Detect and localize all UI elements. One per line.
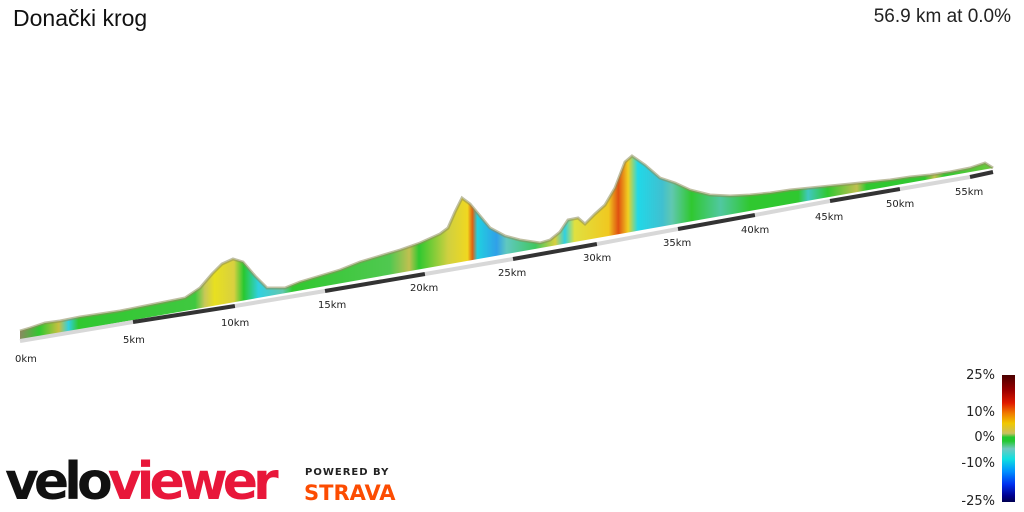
tick-40km: 40km [741, 225, 769, 236]
legend-label-m10: -10% [961, 456, 995, 471]
logo-velo: velo [5, 452, 113, 512]
legend-label-m25: -25% [961, 494, 995, 509]
tick-20km: 20km [410, 283, 438, 294]
tick-55km: 55km [955, 187, 983, 198]
tick-5km: 5km [123, 335, 145, 346]
legend-label-25: 25% [966, 368, 995, 383]
distance-axis [19, 170, 994, 343]
tick-0km: 0km [15, 354, 37, 365]
tick-45km: 45km [815, 212, 843, 223]
route-title: Donački krog [13, 5, 148, 31]
tick-10km: 10km [221, 318, 249, 329]
elevation-rim [19, 154, 994, 333]
distance-tick-labels: 0km 5km 10km 15km 20km 25km 30km 35km 40… [15, 187, 983, 365]
gradient-color-scale [1002, 375, 1015, 502]
elevation-area [20, 156, 993, 340]
legend-label-10: 10% [966, 405, 995, 420]
route-summary: 56.9 km at 0.0% [873, 6, 1011, 27]
tick-25km: 25km [498, 268, 526, 279]
gradient-legend: 25% 10% 0% -10% -25% [940, 368, 1024, 512]
tick-50km: 50km [886, 199, 914, 210]
tick-35km: 35km [663, 238, 691, 249]
tick-15km: 15km [318, 300, 346, 311]
powered-by-label: POWERED BY [305, 467, 390, 478]
veloviewer-logo[interactable]: veloviewer [5, 452, 279, 512]
tick-30km: 30km [583, 253, 611, 264]
strava-logo[interactable]: STRAVA [304, 481, 396, 505]
legend-label-0: 0% [974, 430, 995, 445]
logo-viewer: viewer [107, 452, 279, 512]
